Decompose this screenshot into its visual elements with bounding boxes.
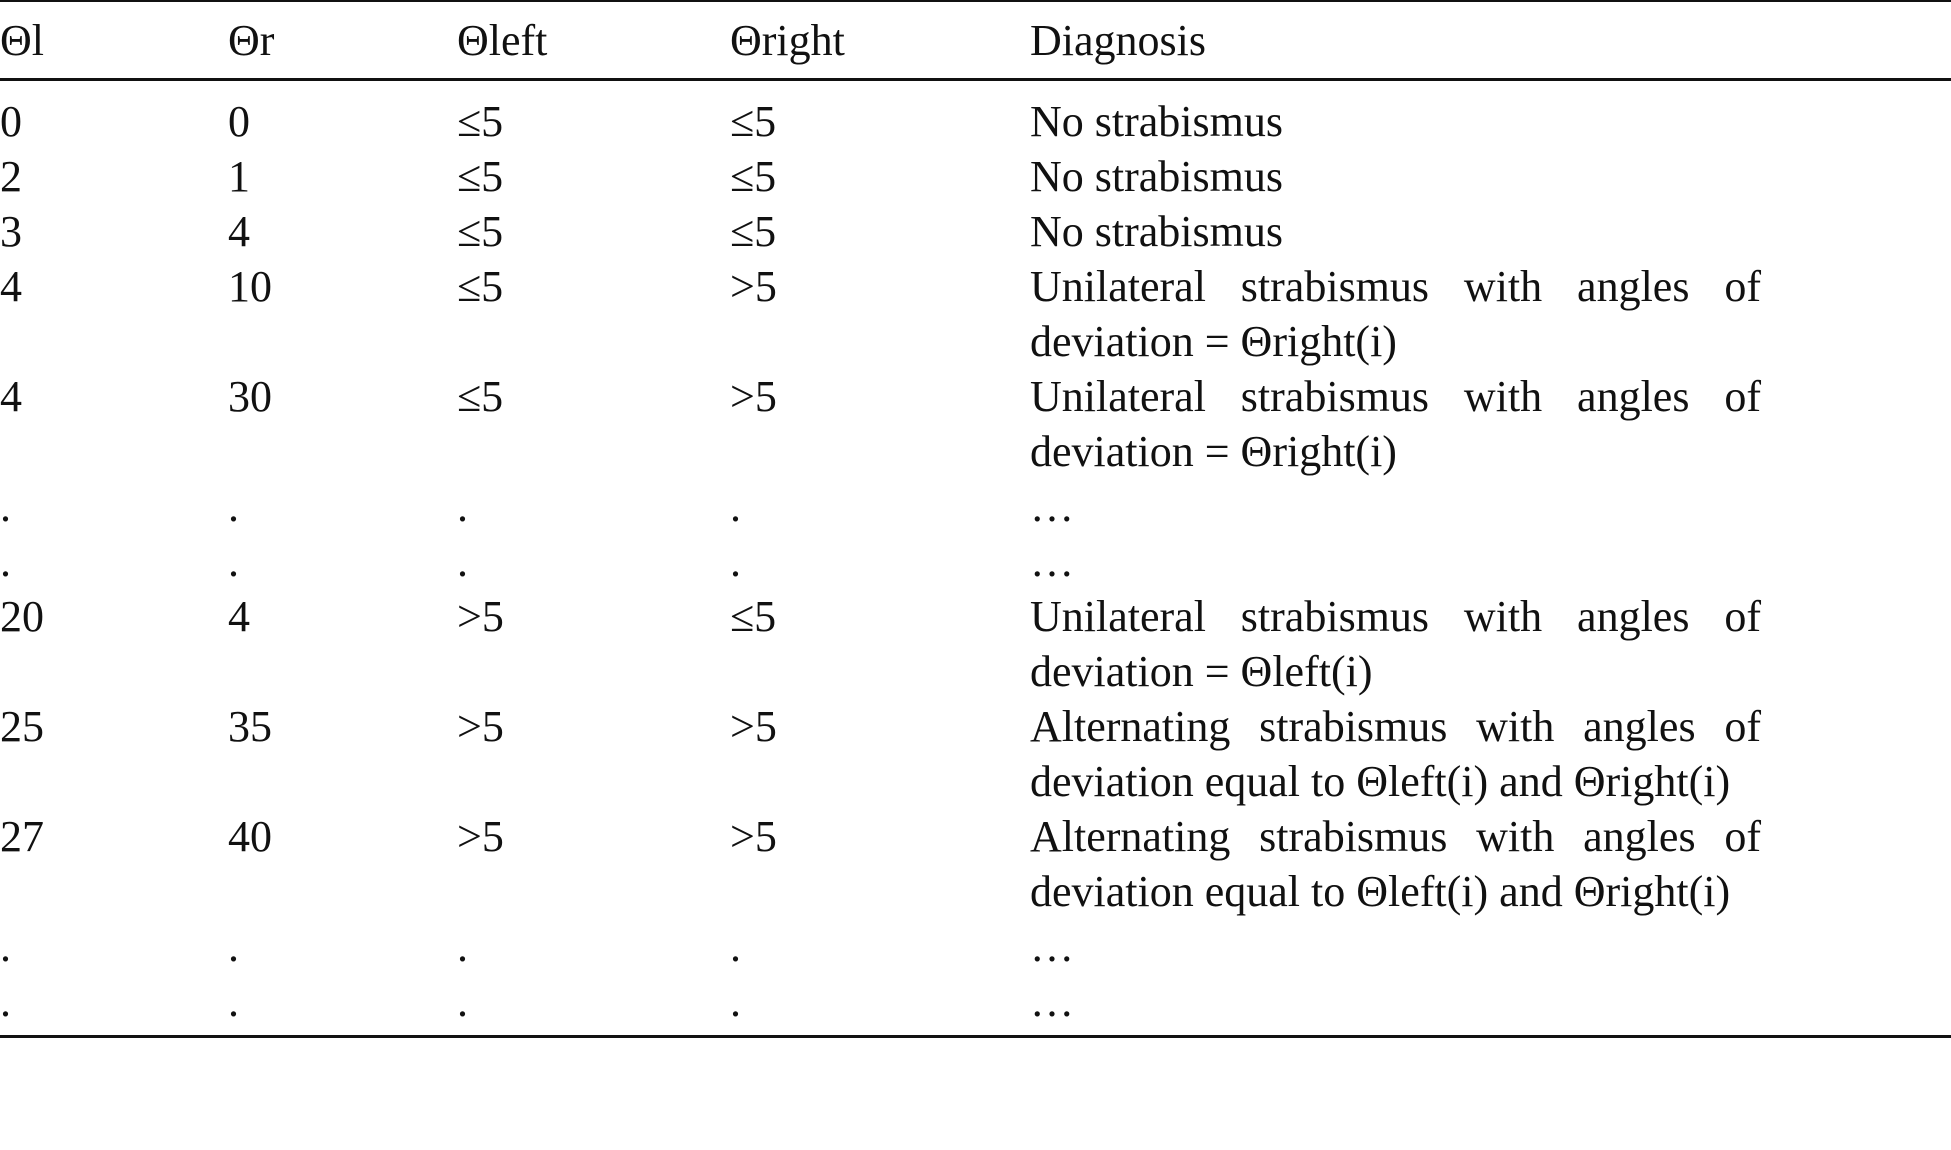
value-cell: . [457,977,468,1026]
diagnosis-cell: Alternating strabismus with angles of de… [1030,702,1761,806]
header-cell: Θleft [457,15,548,65]
diagnosis-cell: Alternating strabismus with angles of de… [1030,812,1761,916]
value-cell: . [730,482,741,531]
header-cell: Diagnosis [1030,15,1206,65]
table-row: .... … [0,479,1951,534]
table-row: .... … [0,534,1951,589]
diagnosis-cell: No strabismus [1030,207,1283,256]
header-cell: Θl [0,15,44,65]
table-body: 0 0 ≤5 ≤5 No strabismus 2 1 ≤5 ≤5 No strabismus 3 4… [0,80,1951,1037]
header-cell: Θright [730,15,845,65]
table-row: 25 35 >5 >5 Alternating strabismus with angl… [0,699,1951,809]
value-cell: 20 [0,592,44,641]
value-cell: 0 [228,97,250,146]
value-cell: 4 [0,372,22,421]
value-cell: 4 [0,262,22,311]
header-row: Θl Θr Θleft Θright Diagnosis [0,1,1951,80]
table-row: 2 1 ≤5 ≤5 No strabismus [0,149,1951,204]
table-row: 4 10 ≤5 >5 Unilateral strabismus with angles… [0,259,1951,369]
value-cell: . [730,922,741,971]
table-row: 4 30 ≤5 >5 Unilateral strabismus with angles… [0,369,1951,479]
value-cell: 25 [0,702,44,751]
value-cell: 40 [228,812,272,861]
value-cell: 30 [228,372,272,421]
table-header: Θl Θr Θleft Θright Diagnosis [0,1,1951,80]
value-cell: ≤5 [730,152,777,201]
value-cell: >5 [730,812,777,861]
table-row: .... … [0,974,1951,1037]
value-cell: . [730,977,741,1026]
value-cell: >5 [457,592,504,641]
value-cell: . [228,537,239,586]
value-cell: . [228,922,239,971]
diagnosis-cell: Unilateral strabismus with angles of dev… [1030,592,1761,696]
diagnosis-cell: … [1030,922,1074,971]
value-cell: 4 [228,592,250,641]
value-cell: 4 [228,207,250,256]
header-cell: Θr [228,15,275,65]
value-cell: . [457,922,468,971]
diagnosis-cell: … [1030,482,1074,531]
table-row: 20 4 >5 ≤5 Unilateral strabismus with angles… [0,589,1951,699]
value-cell: . [0,537,11,586]
value-cell: 1 [228,152,250,201]
table-row: .... … [0,919,1951,974]
value-cell: . [0,922,11,971]
diagnosis-cell: Unilateral strabismus with angles of dev… [1030,262,1761,366]
value-cell: . [730,537,741,586]
value-cell: >5 [730,262,777,311]
value-cell: . [228,977,239,1026]
value-cell: 10 [228,262,272,311]
value-cell: 35 [228,702,272,751]
diagnosis-cell: … [1030,537,1074,586]
value-cell: . [457,482,468,531]
value-cell: 2 [0,152,22,201]
value-cell: 3 [0,207,22,256]
value-cell: 27 [0,812,44,861]
value-cell: >5 [730,372,777,421]
value-cell: ≤5 [730,207,777,256]
value-cell: ≤5 [730,592,777,641]
value-cell: . [228,482,239,531]
table-row: 3 4 ≤5 ≤5 No strabismus [0,204,1951,259]
value-cell: ≤5 [457,207,504,256]
value-cell: . [457,537,468,586]
table-row: 27 40 >5 >5 Alternating strabismus with angl… [0,809,1951,919]
value-cell: . [0,482,11,531]
diagnosis-cell: No strabismus [1030,97,1283,146]
value-cell: ≤5 [457,372,504,421]
value-cell: ≤5 [457,152,504,201]
value-cell: >5 [457,812,504,861]
value-cell: >5 [457,702,504,751]
value-cell: ≤5 [730,97,777,146]
diagnosis-table: Θl Θr Θleft Θright Diagnosis 0 0 ≤5 ≤5 No strabi… [0,1,1951,1037]
value-cell: . [0,977,11,1026]
value-cell: ≤5 [457,262,504,311]
diagnosis-cell: No strabismus [1030,152,1283,201]
value-cell: >5 [730,702,777,751]
diagnosis-cell: Unilateral strabismus with angles of dev… [1030,372,1761,476]
value-cell: ≤5 [457,97,504,146]
diagnosis-cell: … [1030,977,1074,1026]
value-cell: 0 [0,97,22,146]
table-row: 0 0 ≤5 ≤5 No strabismus [0,80,1951,150]
